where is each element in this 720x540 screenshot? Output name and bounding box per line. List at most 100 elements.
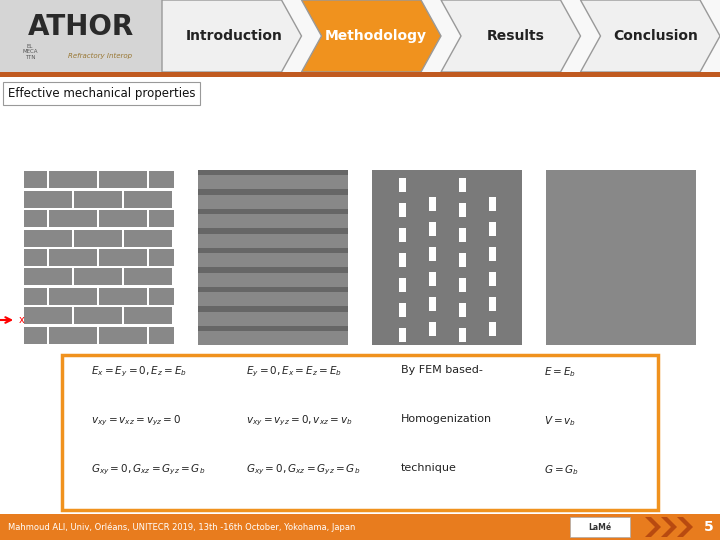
Bar: [198, 176, 348, 190]
Bar: [459, 278, 466, 292]
Bar: [488, 197, 495, 211]
Text: $v_{xy}=v_{xz}=v_{yz}=0$: $v_{xy}=v_{xz}=v_{yz}=0$: [91, 414, 181, 428]
Text: Refractory Interop: Refractory Interop: [68, 53, 132, 59]
Bar: [49, 210, 96, 227]
Text: Conclusion: Conclusion: [613, 29, 698, 43]
Text: $G_{xy}=0, G_{xz}=G_{yz}= G_b$: $G_{xy}=0, G_{xz}=G_{yz}= G_b$: [246, 463, 360, 477]
Bar: [149, 288, 174, 305]
FancyBboxPatch shape: [62, 355, 658, 510]
Bar: [198, 312, 348, 326]
Bar: [428, 197, 436, 211]
Bar: [162, 0, 720, 72]
Text: Results: Results: [487, 29, 545, 43]
Text: Methodology: Methodology: [325, 29, 427, 43]
Bar: [198, 234, 348, 248]
Bar: [24, 268, 71, 286]
Text: $E_y=0, E_x=E_z=E_b$: $E_y=0, E_x=E_z=E_b$: [246, 365, 342, 380]
Bar: [49, 288, 96, 305]
Bar: [398, 228, 405, 242]
Text: $G_{xy}=0, G_{xz}=G_{yz}= G_b$: $G_{xy}=0, G_{xz}=G_{yz}= G_b$: [91, 463, 205, 477]
Bar: [459, 328, 466, 342]
Bar: [488, 297, 495, 310]
Bar: [459, 253, 466, 267]
Bar: [488, 247, 495, 261]
Bar: [570, 517, 630, 537]
Bar: [428, 322, 436, 336]
Bar: [99, 171, 146, 188]
Polygon shape: [302, 0, 441, 72]
Bar: [124, 230, 171, 247]
Bar: [398, 203, 405, 217]
Bar: [99, 249, 146, 266]
Bar: [372, 170, 522, 345]
Bar: [124, 268, 171, 286]
Bar: [24, 171, 47, 188]
Bar: [0, 72, 720, 77]
Bar: [198, 292, 348, 306]
Text: $V = v_b$: $V = v_b$: [544, 414, 576, 428]
Bar: [546, 170, 696, 345]
Bar: [398, 303, 405, 317]
Bar: [398, 278, 405, 292]
Text: Introduction: Introduction: [186, 29, 283, 43]
Bar: [149, 249, 174, 266]
Bar: [149, 210, 174, 227]
Text: Pattern 2: Pattern 2: [243, 353, 303, 366]
Bar: [0, 0, 162, 72]
Text: 5: 5: [704, 520, 714, 534]
Bar: [198, 331, 348, 345]
Bar: [99, 288, 146, 305]
Bar: [459, 303, 466, 317]
Polygon shape: [162, 0, 302, 72]
Bar: [428, 272, 436, 286]
Bar: [488, 322, 495, 336]
Bar: [99, 327, 146, 344]
Bar: [149, 327, 174, 344]
Bar: [124, 307, 171, 325]
Bar: [488, 272, 495, 286]
Polygon shape: [580, 0, 720, 72]
Text: LaMé: LaMé: [588, 523, 611, 531]
Bar: [74, 268, 122, 286]
Bar: [459, 178, 466, 192]
Text: $E = E_b$: $E = E_b$: [544, 365, 576, 379]
Text: Homogenization: Homogenization: [401, 414, 492, 424]
Bar: [488, 222, 495, 236]
Text: Pattern 3: Pattern 3: [417, 353, 477, 366]
Text: Mahmoud ALI, Univ, Orléans, UNITECR 2019, 13th -16th October, Yokohama, Japan: Mahmoud ALI, Univ, Orléans, UNITECR 2019…: [8, 522, 356, 532]
Text: technique: technique: [401, 463, 456, 473]
Bar: [198, 214, 348, 228]
Polygon shape: [645, 517, 661, 537]
Bar: [74, 307, 122, 325]
Bar: [428, 222, 436, 236]
Bar: [398, 328, 405, 342]
Bar: [49, 327, 96, 344]
Polygon shape: [677, 517, 693, 537]
Bar: [198, 170, 348, 345]
Bar: [149, 171, 174, 188]
Bar: [428, 297, 436, 310]
Text: Pattern 4: Pattern 4: [590, 353, 652, 366]
Bar: [74, 191, 122, 208]
Bar: [428, 247, 436, 261]
Text: ATHOR: ATHOR: [28, 14, 134, 42]
Bar: [24, 307, 71, 325]
Text: By FEM based-: By FEM based-: [401, 365, 482, 375]
Text: Effective mechanical properties: Effective mechanical properties: [8, 87, 196, 100]
Bar: [459, 228, 466, 242]
Text: $v_{xy}=v_{yz}=0, v_{xz}=v_b$: $v_{xy}=v_{yz}=0, v_{xz}=v_b$: [246, 414, 353, 428]
Bar: [398, 178, 405, 192]
Bar: [99, 210, 146, 227]
Bar: [24, 288, 47, 305]
Text: $E_x=E_y=0, E_z=E_b$: $E_x=E_y=0, E_z=E_b$: [91, 365, 186, 380]
Bar: [24, 191, 71, 208]
Bar: [398, 253, 405, 267]
Polygon shape: [441, 0, 580, 72]
Bar: [49, 171, 96, 188]
Bar: [24, 230, 71, 247]
Bar: [198, 195, 348, 209]
Bar: [198, 273, 348, 287]
Bar: [459, 203, 466, 217]
Bar: [124, 191, 171, 208]
Text: x: x: [19, 315, 24, 325]
